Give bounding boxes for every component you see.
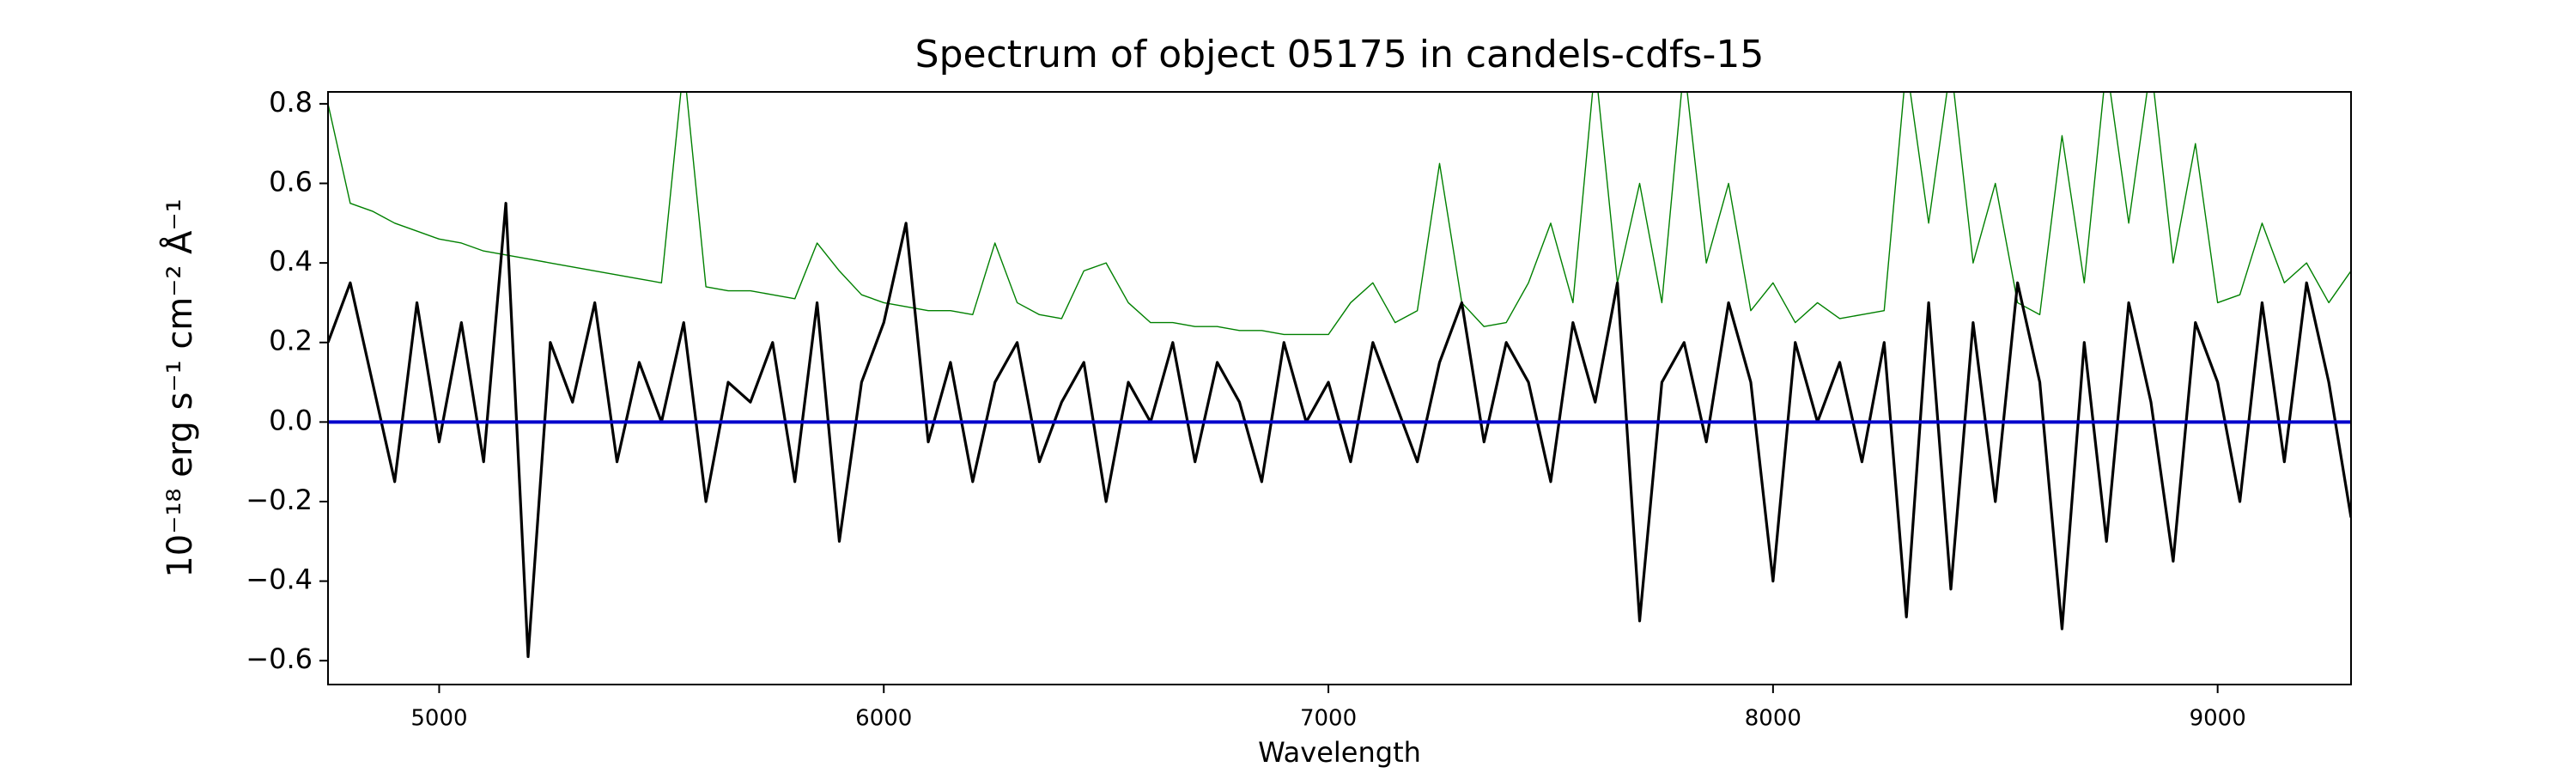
x-tick-label: 6000	[855, 706, 912, 732]
x-tick-label: 8000	[1745, 706, 1801, 732]
plot-frame	[327, 91, 2352, 685]
y-tick-label: 0.8	[269, 86, 313, 119]
x-tick-label: 9000	[2190, 706, 2246, 732]
y-tick-label: 0.0	[269, 404, 313, 436]
y-tick-label: 0.2	[269, 325, 313, 357]
chart-title: Spectrum of object 05175 in candels-cdfs…	[915, 33, 1765, 76]
y-tick-label: −0.6	[246, 642, 313, 675]
x-axis-label: Wavelength	[1258, 736, 1421, 769]
series-line	[328, 92, 2351, 336]
plot-area	[328, 92, 2351, 659]
y-tick-label: −0.4	[246, 563, 313, 596]
y-tick-label: 0.6	[269, 166, 313, 198]
x-tick-label: 7000	[1300, 706, 1357, 732]
y-tick-label: −0.2	[246, 484, 313, 516]
y-axis-label: 10⁻¹⁸ erg s⁻¹ cm⁻² Å⁻¹	[159, 198, 200, 577]
x-tick-label: 5000	[410, 706, 467, 732]
y-tick-label: 0.4	[269, 245, 313, 277]
